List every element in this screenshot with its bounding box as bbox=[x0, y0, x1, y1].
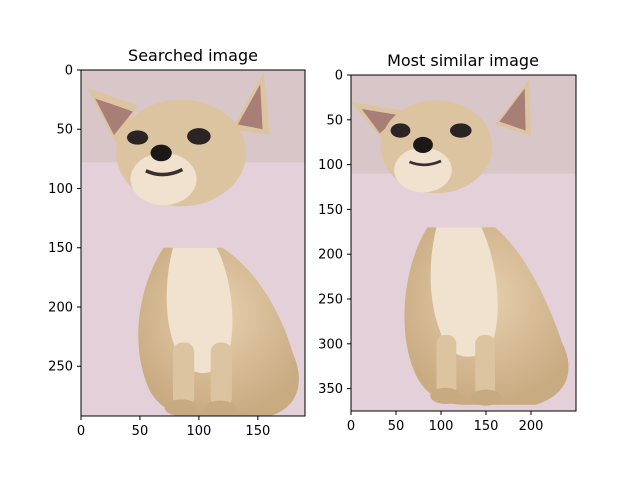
x-tick-label: 50 bbox=[132, 424, 149, 439]
axis-ticks: 0 50 100 150 200 0 50 100 150 200 250 300 350 bbox=[318, 69, 543, 435]
x-tick-label: 150 bbox=[474, 419, 499, 434]
y-tick-label: 150 bbox=[48, 241, 73, 256]
y-tick-label: 250 bbox=[48, 360, 73, 375]
y-tick-label: 0 bbox=[65, 64, 73, 79]
y-tick-label: 200 bbox=[48, 300, 73, 315]
x-tick-label: 0 bbox=[77, 424, 85, 439]
panel-most-similar-image: Most similar image bbox=[318, 51, 577, 435]
y-tick-label: 100 bbox=[48, 182, 73, 197]
x-tick-label: 50 bbox=[388, 419, 405, 434]
x-tick-label: 100 bbox=[186, 424, 211, 439]
panel-title: Most similar image bbox=[387, 51, 539, 70]
x-tick-label: 200 bbox=[519, 419, 544, 434]
searched-dog-photo bbox=[81, 70, 305, 416]
axes-frame bbox=[350, 74, 577, 412]
y-tick-label: 250 bbox=[318, 293, 343, 308]
y-tick-label: 0 bbox=[335, 69, 343, 84]
panel-searched-image: Searched image bbox=[48, 46, 306, 440]
y-tick-label: 50 bbox=[326, 113, 343, 128]
y-tick-label: 300 bbox=[318, 337, 343, 352]
y-tick-label: 350 bbox=[318, 382, 343, 397]
axes-frame bbox=[80, 69, 306, 417]
similar-dog-photo bbox=[351, 75, 576, 411]
y-tick-label: 100 bbox=[318, 158, 343, 173]
y-tick-label: 150 bbox=[318, 203, 343, 218]
panel-title: Searched image bbox=[128, 46, 258, 65]
x-tick-label: 150 bbox=[245, 424, 270, 439]
x-tick-label: 100 bbox=[429, 419, 454, 434]
axis-ticks: 0 50 100 150 0 50 100 150 200 250 bbox=[48, 64, 270, 440]
y-tick-label: 50 bbox=[56, 123, 73, 138]
y-tick-label: 200 bbox=[318, 248, 343, 263]
x-tick-label: 0 bbox=[347, 419, 355, 434]
